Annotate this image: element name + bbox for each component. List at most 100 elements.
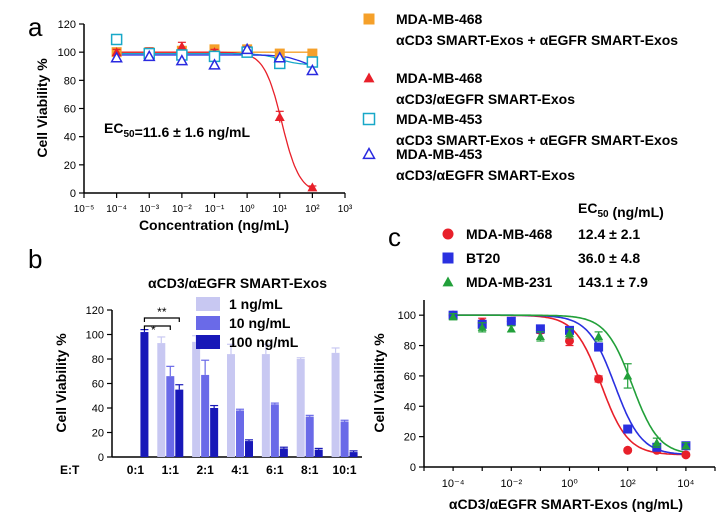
panel-a-point bbox=[274, 111, 285, 121]
panel-a-legend-name: MDA-MB-468 bbox=[396, 70, 483, 86]
panel-b-legend-title: αCD3/αEGFR SMART-Exos bbox=[148, 275, 327, 291]
panel-c-y-tick-label: 20 bbox=[404, 432, 416, 444]
panel-a-y-tick-label: 100 bbox=[58, 47, 76, 59]
panel-a-ec50-annotation: EC50=11.6 ± 1.6 ng/mL bbox=[104, 120, 250, 140]
panel-a-x-tick-label: 10⁻⁴ bbox=[106, 204, 127, 215]
panel-a-legend-marker bbox=[363, 72, 375, 83]
panel-a-point bbox=[110, 33, 123, 46]
panel-b-x-tick-label: 4:1 bbox=[231, 463, 249, 477]
panel-a-point bbox=[176, 41, 187, 51]
chart-panel-c: 0 20 40 60 80 100 10⁻⁴ 10⁻² 10⁰ 10² 10⁴ αCD3/αEGFR… bbox=[371, 200, 716, 512]
panel-a-point bbox=[142, 49, 156, 62]
panel-b-bar bbox=[236, 410, 244, 457]
panel-b-y-tick-label: 120 bbox=[86, 305, 104, 317]
panel-c-legend-label: MDA-MB-468 bbox=[466, 226, 553, 242]
chart-panel-b: 0 20 40 60 80 100 120 0:1 1:1 2:1 4:1 6:1 8:1 10:1 ***… bbox=[53, 275, 362, 477]
panel-b-x-prefix: E:T bbox=[60, 463, 80, 477]
panel-b-legend-label: 1 ng/mL bbox=[229, 296, 283, 312]
panel-b-bar bbox=[296, 359, 305, 457]
panel-a-point bbox=[110, 51, 123, 63]
panel-b-bar bbox=[245, 441, 253, 457]
panel-b-y-tick-label: 0 bbox=[98, 452, 104, 464]
panel-a-x-tick-label: 10⁰ bbox=[240, 204, 255, 215]
panel-b-legend-swatch bbox=[196, 297, 220, 311]
panel-c-point bbox=[594, 331, 604, 341]
panel-a-point bbox=[208, 58, 221, 70]
panel-c-ec50-value: 12.4 ± 2.1 bbox=[578, 226, 640, 242]
panel-b-y-label: Cell Viability % bbox=[53, 333, 69, 433]
panel-c-table-header: EC50 (ng/mL) bbox=[578, 200, 664, 220]
panel-b-x-tick-label: 10:1 bbox=[333, 463, 357, 477]
panel-c-x-tick-label: 10² bbox=[620, 478, 636, 490]
panel-b-significance-bracket bbox=[143, 317, 180, 322]
panel-c-fit-curve bbox=[453, 314, 687, 454]
panel-b-bar bbox=[227, 354, 235, 457]
panel-b-bar bbox=[157, 343, 166, 457]
panel-b-bar bbox=[270, 404, 279, 457]
panel-b-y-tick-label: 40 bbox=[92, 403, 104, 415]
panel-c-point bbox=[681, 450, 691, 460]
panel-c-y-tick-label: 80 bbox=[404, 341, 416, 353]
panel-b-y-tick-label: 20 bbox=[92, 428, 104, 440]
panel-a-point bbox=[307, 48, 318, 59]
panel-b-legend-swatch bbox=[196, 316, 220, 330]
panel-b-bar bbox=[192, 341, 201, 457]
panel-c-point bbox=[594, 342, 604, 352]
panel-a-y-tick-label: 20 bbox=[64, 160, 76, 172]
panel-a-point bbox=[240, 42, 254, 55]
panel-b-significance-label: * bbox=[151, 323, 156, 337]
panel-c-point bbox=[535, 331, 545, 341]
panel-b-bar bbox=[314, 449, 323, 457]
panel-c-x-tick-label: 10⁴ bbox=[677, 478, 694, 490]
panel-c-x-tick-label: 10⁻² bbox=[500, 478, 522, 490]
panel-b-x-tick-label: 1:1 bbox=[162, 463, 180, 477]
panel-c-point bbox=[652, 438, 662, 447]
panel-a-legend-marker bbox=[362, 112, 376, 126]
panel-a-legend-condition: αCD3/αEGFR SMART-Exos bbox=[396, 91, 575, 107]
panel-c-point bbox=[477, 322, 487, 331]
panel-a-legend-marker bbox=[362, 146, 376, 160]
panel-c-ec50-value: 143.1 ± 7.9 bbox=[578, 274, 648, 290]
panel-b-y-tick-label: 60 bbox=[92, 379, 104, 391]
panel-b-bar bbox=[175, 389, 184, 457]
panel-b-bar bbox=[305, 416, 314, 457]
panel-label-c: c bbox=[388, 222, 401, 252]
panel-c-point bbox=[565, 328, 574, 337]
panel-a-x-tick-label: 10⁻¹ bbox=[205, 204, 225, 215]
panel-b-significance-bracket bbox=[143, 325, 171, 330]
panel-b-bar bbox=[349, 452, 358, 457]
panel-c-point bbox=[506, 316, 516, 326]
panel-a-y-tick-label: 60 bbox=[64, 104, 76, 116]
panel-b-bar bbox=[340, 421, 349, 457]
panel-b-y-tick-label: 100 bbox=[86, 330, 104, 342]
panel-c-point bbox=[565, 336, 574, 346]
panel-a-x-tick-label: 10¹ bbox=[273, 204, 288, 215]
panel-a-y-tick-label: 0 bbox=[70, 188, 76, 200]
panel-c-legend-marker bbox=[442, 276, 454, 287]
panel-a-legend-name: MDA-MB-468 bbox=[396, 11, 483, 27]
panel-a-x-tick-label: 10⁻² bbox=[172, 204, 192, 215]
panel-c-point bbox=[594, 374, 604, 384]
panel-c-legend-marker bbox=[442, 252, 454, 264]
panel-a-point bbox=[306, 63, 319, 76]
chart-panel-a: 0 20 40 60 80 100 120 10⁻⁵ 10⁻⁴ 10⁻³ 10⁻² 10⁻¹ 10⁰ 10… bbox=[34, 11, 678, 233]
panel-c-x-tick-label: 10⁰ bbox=[561, 478, 578, 490]
panel-a-y-tick-label: 80 bbox=[64, 75, 76, 87]
panel-b-bar bbox=[210, 408, 219, 457]
panel-b-significance-label: ** bbox=[157, 305, 167, 319]
panel-c-point bbox=[623, 445, 633, 455]
panel-b-legend-swatch bbox=[196, 335, 220, 349]
panel-b-bar bbox=[261, 354, 270, 457]
panel-a-legend-marker bbox=[363, 13, 375, 25]
panel-a-y-label: Cell Viability % bbox=[34, 58, 50, 158]
panel-label-a: a bbox=[28, 12, 43, 42]
panel-c-y-label: Cell Viability % bbox=[371, 333, 387, 433]
panel-c-y-tick-label: 60 bbox=[404, 371, 416, 383]
panel-b-x-tick-label: 0:1 bbox=[127, 463, 145, 477]
panel-a-point bbox=[307, 182, 318, 192]
panel-a-legend-name: MDA-MB-453 bbox=[396, 111, 483, 127]
panel-a-legend-condition: αCD3 SMART-Exos + αEGFR SMART-Exos bbox=[396, 132, 678, 148]
panel-b-bar bbox=[201, 374, 210, 457]
panel-b-legend-label: 10 ng/mL bbox=[229, 315, 291, 331]
